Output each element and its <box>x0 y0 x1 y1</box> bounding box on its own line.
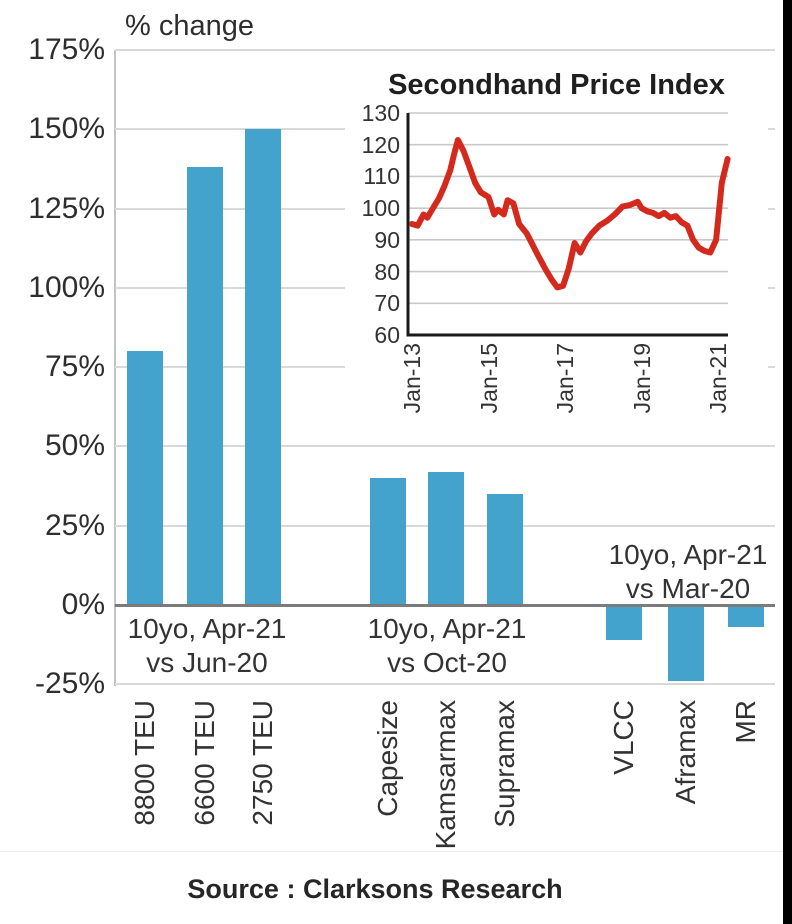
bar <box>668 605 704 682</box>
inset-x-tick-label: Jan-13 <box>399 343 425 414</box>
inset-y-tick-label: 120 <box>361 131 400 158</box>
y-tick-label: 125% <box>28 191 105 225</box>
inset-y-tick-label: 80 <box>374 258 400 285</box>
bar <box>606 605 642 640</box>
bar <box>127 351 163 605</box>
y-tick-label: 175% <box>28 32 105 66</box>
inset-x-tick-label: Jan-19 <box>628 343 655 414</box>
y-tick-label: 100% <box>28 270 105 304</box>
bar <box>728 605 764 628</box>
group-annotation: 10yo, Apr-21 vs Mar-20 <box>609 538 768 606</box>
group-annotation-line: 10yo, Apr-21 <box>127 613 287 644</box>
inset-chart: Secondhand Price Index 130 120 110 100 90 80 7… <box>345 55 768 437</box>
x-category-label: MR <box>730 700 761 744</box>
gridline <box>115 48 775 51</box>
inset-x-tick-label: Jan-15 <box>475 343 502 414</box>
gridline <box>115 445 775 448</box>
group-annotation-line: vs Jun-20 <box>146 647 268 678</box>
zero-axis-line <box>115 603 775 607</box>
main-chart-title: % change <box>125 10 254 42</box>
group-annotation: 10yo, Apr-21 vs Jun-20 <box>128 612 287 680</box>
inset-y-tick-label: 110 <box>363 163 400 190</box>
bar <box>428 471 464 605</box>
y-tick-label: -25% <box>34 667 105 701</box>
x-category-label: VLCC <box>608 700 639 775</box>
group-annotation-line: 10yo, Apr-21 <box>367 613 527 644</box>
y-tick-label: 150% <box>28 112 105 146</box>
inset-x-tick-label: Jan-21 <box>705 343 731 414</box>
inset-plot <box>406 112 731 337</box>
source-note: Source : Clarksons Research <box>187 874 563 904</box>
price-index-line <box>409 137 731 291</box>
inset-y-tick-label: 60 <box>374 322 400 348</box>
y-tick-label: 50% <box>44 429 105 463</box>
right-edge-strip <box>783 0 792 924</box>
x-category-label: 6600 TEU <box>189 700 220 826</box>
x-category-label: Kamsarmax <box>430 700 461 850</box>
inset-x-tick-label: Jan-17 <box>552 343 578 414</box>
bar <box>487 493 523 605</box>
y-tick-label: 25% <box>44 508 105 542</box>
x-category-label: Aframax <box>670 700 701 805</box>
y-tick-label: 0% <box>61 588 105 621</box>
inset-axes <box>406 113 728 337</box>
x-category-label: 8800 TEU <box>129 700 160 826</box>
group-annotation-line: vs Oct-20 <box>387 647 507 678</box>
x-category-label: Supramax <box>489 700 520 828</box>
inset-y-tick-label: 70 <box>374 290 400 317</box>
inset-y-tick-label: 90 <box>374 226 400 253</box>
bottom-rule <box>0 851 783 852</box>
group-annotation: 10yo, Apr-21 vs Oct-20 <box>368 612 527 680</box>
group-annotation-line: 10yo, Apr-21 <box>608 539 768 570</box>
bar <box>370 478 406 605</box>
inset-chart-title: Secondhand Price Index <box>388 69 725 101</box>
x-category-label: Capesize <box>372 700 403 817</box>
bar <box>245 129 281 605</box>
inset-y-tick-label: 130 <box>361 99 400 126</box>
y-tick-label: 75% <box>44 350 105 384</box>
x-category-label: 2750 TEU <box>247 700 278 826</box>
inset-y-tick-label: 100 <box>361 195 400 222</box>
group-annotation-line: vs Mar-20 <box>625 573 751 604</box>
bar <box>187 167 223 605</box>
gridline <box>115 683 775 686</box>
